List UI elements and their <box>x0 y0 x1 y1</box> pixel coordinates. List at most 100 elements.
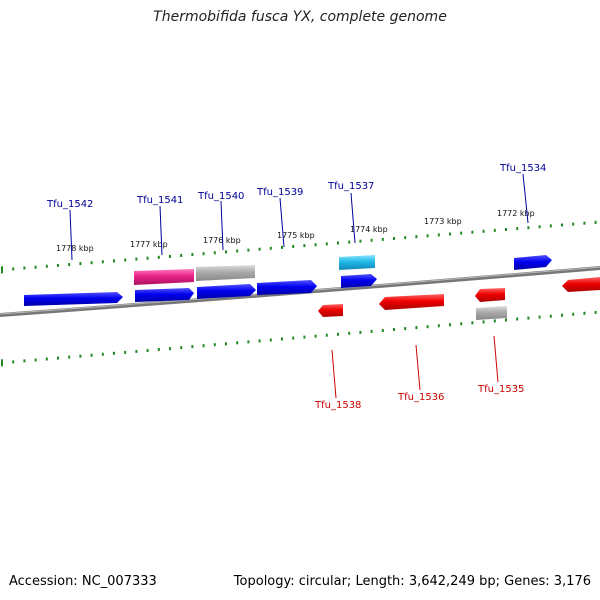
minor-tick <box>213 251 216 255</box>
minor-tick <box>12 360 15 364</box>
minor-tick <box>337 332 339 336</box>
minor-tick <box>482 320 485 324</box>
major-tick <box>1 266 3 274</box>
minor-tick <box>191 345 194 349</box>
minor-tick <box>516 317 519 321</box>
minor-tick <box>314 334 317 338</box>
minor-tick <box>34 358 37 362</box>
gene-label[interactable]: Tfu_1536 <box>397 392 444 403</box>
minor-tick <box>303 335 306 339</box>
gene-tfu-1537-upper[interactable] <box>339 255 375 270</box>
topology-value: circular <box>298 574 347 589</box>
minor-tick <box>124 258 127 262</box>
gene-labels-reverse: Tfu_1538 Tfu_1536 Tfu_1535 <box>314 384 524 411</box>
minor-tick <box>415 326 418 330</box>
minor-tick <box>505 318 507 322</box>
minor-tick <box>191 253 194 257</box>
minor-tick <box>146 256 149 260</box>
accession-info: Accession: NC_007333 <box>9 574 157 589</box>
gene-tfu-1535[interactable] <box>476 306 507 320</box>
minor-tick <box>381 237 384 241</box>
minor-tick <box>101 352 104 356</box>
minor-tick <box>90 353 93 357</box>
minor-tick <box>325 333 328 337</box>
minor-tick <box>135 257 138 261</box>
gene-tfu-1540-upper[interactable] <box>196 265 255 281</box>
minor-tick <box>325 242 328 246</box>
minor-tick <box>303 244 306 248</box>
minor-tick <box>23 359 26 363</box>
minor-tick <box>258 339 261 343</box>
gene-tfu-1540[interactable] <box>197 284 256 299</box>
forward-genes <box>24 255 552 306</box>
minor-tick <box>269 338 272 342</box>
minor-tick <box>34 265 37 269</box>
minor-tick <box>370 329 373 333</box>
gene-tfu-1542[interactable] <box>24 292 123 306</box>
kbp-label: 1778 kbp <box>56 244 94 253</box>
major-tick <box>1 359 3 367</box>
gene-tfu-1534[interactable] <box>514 255 552 270</box>
gene-label[interactable]: Tfu_1537 <box>327 181 374 192</box>
accession-label: Accession: <box>9 574 78 589</box>
kbp-label: 1776 kbp <box>203 236 241 245</box>
gene-label[interactable]: Tfu_1542 <box>46 199 93 210</box>
gene-tfu-1536[interactable] <box>379 294 444 310</box>
minor-tick <box>393 237 395 240</box>
kbp-label: 1777 kbp <box>130 240 168 249</box>
gene-label[interactable]: Tfu_1538 <box>314 400 361 411</box>
minor-tick <box>538 315 541 319</box>
genes-label: Genes: <box>504 574 550 589</box>
minor-tick <box>404 327 407 331</box>
minor-tick <box>68 263 71 266</box>
minor-tick <box>482 229 485 233</box>
kbp-ticks-upper <box>1 220 597 274</box>
gene-tfu-1537[interactable] <box>341 274 377 288</box>
gene-tfu-1541-upper[interactable] <box>134 269 194 285</box>
minor-tick <box>594 310 597 314</box>
minor-tick <box>269 246 272 250</box>
minor-tick <box>437 324 440 328</box>
minor-tick <box>426 325 429 329</box>
minor-tick <box>449 323 451 327</box>
minor-tick <box>583 221 586 225</box>
minor-tick <box>90 261 93 265</box>
minor-tick <box>236 249 239 253</box>
minor-tick <box>157 255 160 259</box>
length-label: Length: <box>355 574 405 589</box>
genome-stats: Topology: circular; Length: 3,642,249 bp… <box>233 574 591 589</box>
minor-tick <box>471 321 474 325</box>
label-leaders-reverse <box>331 335 499 399</box>
minor-tick <box>572 222 575 226</box>
gene-label[interactable]: Tfu_1539 <box>256 187 303 198</box>
minor-tick <box>437 233 440 237</box>
minor-tick <box>359 330 362 334</box>
kbp-label: 1772 kbp <box>497 209 535 218</box>
gene-tfu-1539[interactable] <box>257 280 317 295</box>
gene-next-reverse[interactable] <box>562 277 600 292</box>
minor-tick <box>113 259 115 263</box>
minor-tick <box>180 346 183 350</box>
gene-label[interactable]: Tfu_1541 <box>136 195 183 206</box>
minor-tick <box>516 227 519 231</box>
gene-label[interactable]: Tfu_1535 <box>477 384 524 395</box>
gene-tfu-1541[interactable] <box>135 288 194 302</box>
minor-tick <box>359 239 362 243</box>
minor-tick <box>79 262 82 266</box>
gene-tfu-1535-upper[interactable] <box>475 288 505 302</box>
gene-label[interactable]: Tfu_1534 <box>499 163 546 174</box>
minor-tick <box>124 350 127 354</box>
kbp-label: 1775 kbp <box>277 231 315 240</box>
minor-tick <box>527 226 530 230</box>
minor-tick <box>213 343 216 347</box>
minor-tick <box>135 349 138 353</box>
minor-tick <box>57 356 59 360</box>
minor-tick <box>281 337 283 341</box>
minor-tick <box>561 223 563 227</box>
minor-tick <box>258 247 261 251</box>
gene-label[interactable]: Tfu_1540 <box>197 191 244 202</box>
gene-tfu-1538[interactable] <box>318 304 343 317</box>
minor-tick <box>169 254 171 258</box>
minor-tick <box>538 225 541 229</box>
